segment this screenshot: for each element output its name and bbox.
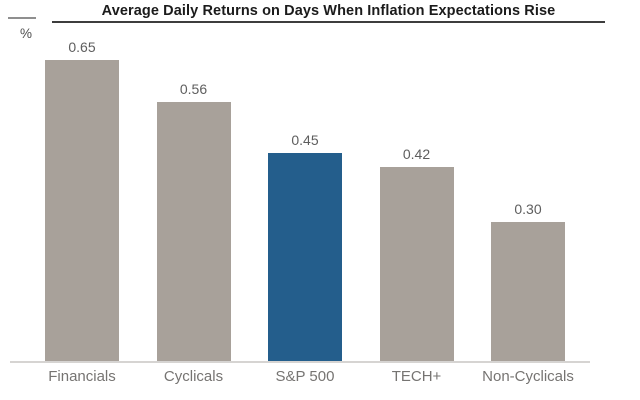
category-label: S&P 500 [275,368,335,385]
bar [45,60,119,362]
bar-value-label: 0.65 [68,39,96,55]
title-block: Average Daily Returns on Days When Infla… [52,0,605,23]
bar-value-label: 0.45 [291,132,319,148]
category-cell: Financials [45,368,119,385]
y-axis-unit-label: % [20,26,33,41]
category-label: Cyclicals [163,368,224,385]
bar-column: 0.30 [491,201,565,362]
category-label: Financials [48,368,116,385]
x-axis-labels: Financials Cyclicals S&P 500 TECH+ Non-Cycli… [45,368,574,385]
bar-column: 0.45 [268,132,342,362]
category-label: TECH+ [391,368,442,385]
bar-value-label: 0.30 [514,201,542,217]
bar [156,102,231,362]
category-label: Non-Cyclicals [482,368,574,385]
bar [268,153,342,362]
top-left-line-decoration [8,17,36,19]
bar [491,222,565,362]
category-cell: Non-Cyclicals [482,368,574,385]
bar-column: 0.42 [379,146,454,362]
x-axis-line [10,361,590,363]
bar [379,167,454,362]
bar-value-label: 0.56 [179,81,208,97]
bar-column: 0.65 [45,39,119,362]
chart-title: Average Daily Returns on Days When Infla… [101,3,556,19]
category-cell: S&P 500 [268,368,342,385]
category-cell: TECH+ [380,368,454,385]
bar-column: 0.56 [156,81,231,362]
plot-area: 0.65 0.56 0.45 0.42 0.30 [45,39,565,362]
category-cell: Cyclicals [157,368,231,385]
bar-value-label: 0.42 [402,146,431,162]
title-underline [52,21,605,23]
